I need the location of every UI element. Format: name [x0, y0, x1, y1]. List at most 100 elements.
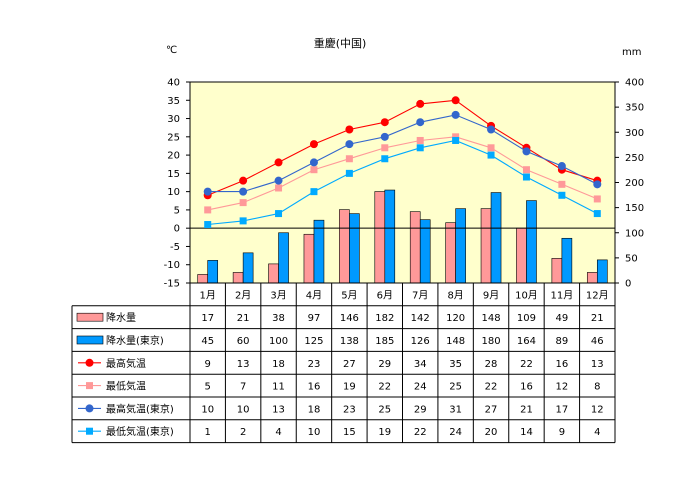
bar-rain-tokyo — [278, 232, 289, 284]
legend-key — [76, 335, 104, 345]
table-cell: 27 — [485, 404, 498, 415]
table-cell: 109 — [517, 313, 536, 324]
bar-rain-tokyo — [596, 259, 608, 284]
month-label: 10月 — [515, 289, 538, 301]
data-point — [451, 96, 460, 105]
bar-rain-tokyo — [455, 208, 466, 284]
legend-label: 降水量 — [106, 311, 136, 324]
lines-layer — [203, 96, 602, 229]
table-cell: 16 — [556, 359, 569, 370]
table-cell: 89 — [556, 336, 569, 347]
legend-label: 最高気温 — [106, 357, 146, 370]
bar-rain-tokyo — [561, 237, 573, 284]
table-cell: 22 — [378, 382, 391, 393]
month-label: 1月 — [200, 289, 216, 301]
data-point — [381, 144, 389, 152]
legend-key-marker — [85, 404, 94, 413]
table-cell: 19 — [343, 382, 356, 393]
left-tick-label: 40 — [167, 78, 180, 89]
data-point — [275, 184, 283, 192]
table-cell: 34 — [414, 359, 427, 370]
right-tick-label: 400 — [625, 78, 644, 89]
table-cell: 185 — [375, 336, 394, 347]
table-cell: 22 — [520, 359, 533, 370]
legend-key-marker — [86, 427, 93, 435]
table-cell: 9 — [205, 359, 211, 370]
bar-rain-tokyo — [207, 260, 219, 284]
legend-label: 降水量(東京) — [106, 334, 164, 347]
table-cell: 125 — [304, 336, 323, 347]
series-line — [207, 99, 598, 196]
table-cell: 148 — [446, 336, 465, 347]
left-tick-label: 20 — [167, 151, 180, 162]
data-point — [593, 195, 601, 203]
data-point — [274, 158, 283, 167]
table-cell: 180 — [481, 336, 500, 347]
bar-rain-tokyo — [242, 252, 254, 284]
month-label: 11月 — [551, 289, 574, 301]
table-cell: 20 — [485, 427, 498, 438]
table-cell: 1 — [205, 427, 211, 438]
table-cell: 25 — [378, 404, 391, 415]
table-cell: 19 — [378, 427, 391, 438]
table-cell: 13 — [591, 359, 604, 370]
table-cell: 100 — [269, 336, 288, 347]
table-cell: 164 — [517, 336, 536, 347]
table-cell: 182 — [375, 313, 394, 324]
month-label: 12月 — [586, 289, 609, 301]
table-cell: 10 — [308, 427, 321, 438]
data-point — [204, 221, 212, 229]
month-label: 6月 — [377, 289, 393, 301]
table-cell: 22 — [414, 427, 427, 438]
table-cell: 13 — [272, 404, 285, 415]
data-point — [416, 144, 424, 152]
table-cell: 21 — [520, 404, 533, 415]
bar-rain-tokyo — [526, 200, 537, 284]
data-point — [593, 210, 601, 218]
data-point — [522, 147, 531, 156]
table-cell: 2 — [240, 427, 246, 438]
month-label: 3月 — [270, 289, 286, 301]
data-point — [275, 210, 283, 218]
bar-rain-tokyo — [384, 189, 396, 284]
table-cell: 28 — [485, 359, 498, 370]
table-cell: 15 — [343, 427, 356, 438]
left-tick-label: 10 — [167, 187, 180, 198]
bar-rain — [197, 274, 209, 284]
bar-rain — [374, 191, 386, 284]
data-point — [309, 158, 318, 167]
bar-rain — [516, 227, 527, 284]
left-axis-unit: ℃ — [166, 45, 177, 56]
left-tick-label: 15 — [167, 169, 180, 180]
data-point — [381, 155, 389, 163]
data-point — [416, 136, 424, 144]
table-cell: 18 — [308, 404, 321, 415]
table-cell: 16 — [520, 382, 533, 393]
data-point — [557, 162, 566, 171]
left-tick-label: 0 — [174, 224, 180, 235]
data-point — [239, 187, 248, 196]
left-tick-label: -15 — [164, 279, 180, 290]
table-cell: 21 — [591, 313, 604, 324]
table-cell: 12 — [556, 382, 569, 393]
bar-rain — [551, 258, 563, 284]
bar-rain — [339, 209, 350, 284]
data-point — [203, 187, 212, 196]
table-cell: 10 — [201, 404, 214, 415]
table-cell: 142 — [411, 313, 430, 324]
table-cell: 29 — [378, 359, 391, 370]
table-cell: 11 — [272, 382, 285, 393]
table-cell: 29 — [414, 404, 427, 415]
bar-rain-tokyo — [349, 213, 360, 284]
table-cell: 16 — [308, 382, 321, 393]
table-cell: 7 — [240, 382, 246, 393]
left-tick-label: 25 — [167, 132, 180, 143]
table-cell: 138 — [340, 336, 359, 347]
table-cell: 146 — [340, 313, 359, 324]
bar-rain — [445, 222, 456, 284]
left-tick-label: 5 — [174, 205, 180, 216]
data-point — [380, 118, 389, 127]
